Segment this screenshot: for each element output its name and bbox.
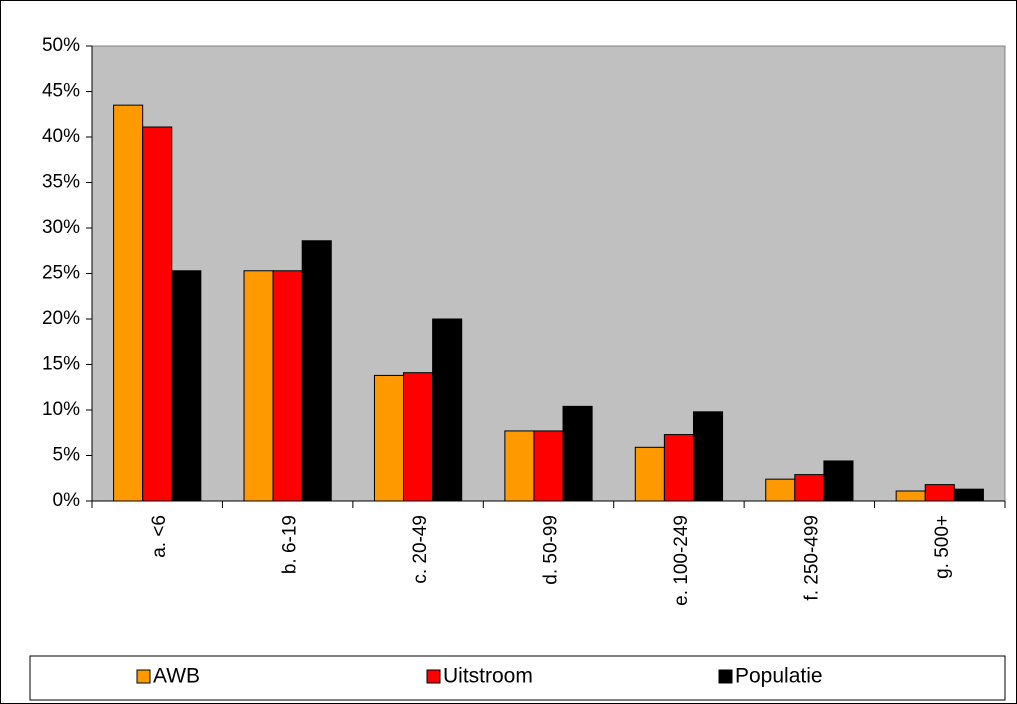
x-tick-label: b. 6-19 (280, 515, 301, 574)
y-tick-label: 15% (42, 354, 80, 375)
x-tick-label: d. 50-99 (541, 515, 562, 585)
bar (692, 411, 724, 502)
x-tick-label: f. 250-499 (801, 515, 822, 601)
bar (373, 374, 405, 502)
bar (301, 240, 332, 502)
legend-label: Uitstroom (443, 665, 533, 688)
x-tick-label: a. <6 (149, 515, 170, 558)
x-tick-label: g. 500+ (932, 515, 953, 579)
bar (562, 405, 593, 502)
bar (243, 270, 274, 502)
y-tick-label: 25% (42, 263, 80, 284)
legend-swatch (136, 669, 151, 684)
bar (432, 318, 463, 502)
bar (924, 484, 955, 502)
bar (533, 430, 564, 502)
y-tick-label: 30% (42, 217, 80, 238)
x-tick-label: c. 20-49 (410, 515, 431, 584)
bar (504, 430, 535, 502)
legend-box (29, 655, 1006, 701)
legend-swatch (426, 669, 441, 684)
bar (823, 460, 854, 502)
legend-label: AWB (153, 665, 200, 688)
bar (403, 372, 434, 502)
bar (953, 488, 984, 502)
bar (634, 446, 665, 502)
y-tick-label: 45% (42, 81, 80, 102)
bar (272, 270, 303, 502)
bar (794, 474, 825, 502)
y-tick-label: 0% (53, 490, 81, 511)
y-tick-label: 5% (53, 445, 81, 466)
bar (171, 270, 202, 502)
y-tick-label: 35% (42, 172, 80, 193)
y-tick-label: 50% (42, 35, 80, 56)
legend-swatch (718, 669, 733, 684)
y-tick-label: 40% (42, 126, 80, 147)
bar (142, 126, 173, 502)
bar (895, 490, 926, 502)
y-tick-label: 10% (42, 399, 80, 420)
legend-label: Populatie (735, 665, 823, 688)
y-tick-label: 20% (42, 308, 80, 329)
x-tick-label: e. 100-249 (671, 515, 692, 606)
bar (663, 434, 694, 502)
bar (113, 104, 144, 502)
bar (765, 478, 796, 502)
